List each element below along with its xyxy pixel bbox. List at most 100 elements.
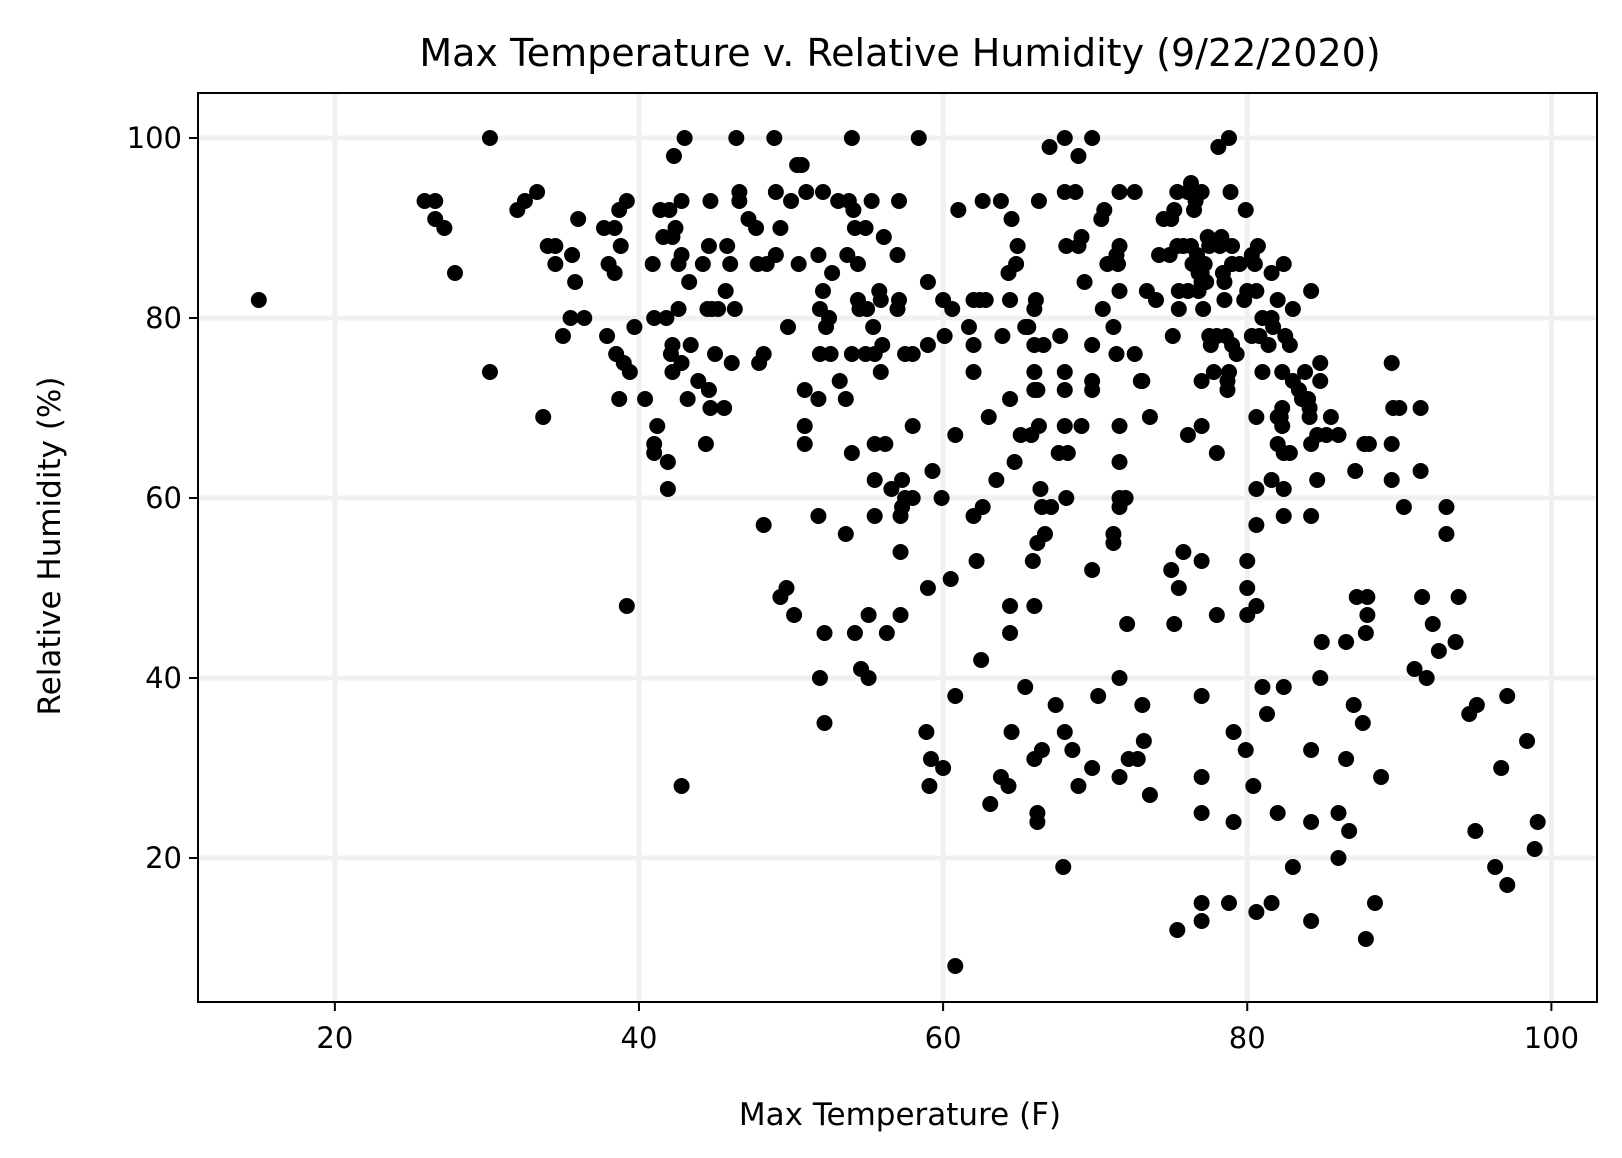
data-point bbox=[1373, 769, 1390, 785]
data-point bbox=[1418, 670, 1435, 686]
data-point bbox=[658, 310, 675, 326]
data-point bbox=[1412, 463, 1429, 479]
data-point bbox=[1237, 202, 1254, 218]
x-tick-label: 40 bbox=[621, 1021, 658, 1055]
data-point bbox=[860, 670, 877, 686]
data-point bbox=[1000, 778, 1017, 794]
data-point bbox=[1111, 418, 1128, 434]
data-point bbox=[1166, 616, 1183, 632]
data-point bbox=[883, 481, 900, 497]
data-point bbox=[1248, 904, 1265, 920]
data-point bbox=[755, 517, 772, 533]
data-point bbox=[786, 607, 803, 623]
data-point bbox=[1094, 301, 1111, 317]
data-point bbox=[1224, 238, 1241, 254]
data-point bbox=[606, 265, 623, 281]
data-point bbox=[1026, 598, 1043, 614]
data-point bbox=[1193, 688, 1210, 704]
data-point bbox=[1312, 670, 1329, 686]
x-tick-label: 20 bbox=[316, 1021, 353, 1055]
data-point bbox=[659, 454, 676, 470]
data-point bbox=[933, 490, 950, 506]
data-point bbox=[1231, 256, 1248, 272]
data-point bbox=[980, 409, 997, 425]
y-tick-label: 40 bbox=[145, 661, 182, 695]
data-point bbox=[1366, 895, 1383, 911]
data-point bbox=[731, 184, 748, 200]
data-point bbox=[796, 436, 813, 452]
data-point bbox=[1047, 697, 1064, 713]
data-point bbox=[1275, 508, 1292, 524]
data-point bbox=[1111, 769, 1128, 785]
data-point bbox=[894, 472, 911, 488]
data-point bbox=[1009, 238, 1026, 254]
data-point bbox=[1108, 346, 1125, 362]
data-point bbox=[863, 193, 880, 209]
data-point bbox=[866, 508, 883, 524]
data-point bbox=[570, 211, 587, 227]
data-point bbox=[1274, 400, 1291, 416]
data-point bbox=[1450, 589, 1467, 605]
data-point bbox=[1195, 301, 1212, 317]
data-point bbox=[1245, 778, 1262, 794]
data-point bbox=[618, 193, 635, 209]
data-point bbox=[1052, 328, 1069, 344]
data-point bbox=[821, 310, 838, 326]
data-point bbox=[1170, 301, 1187, 317]
data-point bbox=[1026, 364, 1043, 380]
data-point bbox=[1111, 283, 1128, 299]
data-point bbox=[910, 130, 927, 146]
data-point bbox=[250, 292, 267, 308]
data-point bbox=[1056, 724, 1073, 740]
data-point bbox=[1073, 418, 1090, 434]
data-point bbox=[1134, 373, 1151, 389]
data-point bbox=[968, 553, 985, 569]
data-point bbox=[1391, 400, 1408, 416]
data-point bbox=[1222, 184, 1239, 200]
data-point bbox=[529, 184, 546, 200]
data-point bbox=[1493, 760, 1510, 776]
data-point bbox=[1239, 580, 1256, 596]
data-point bbox=[1196, 256, 1213, 272]
y-axis-ticks: 20 40 60 80 100 bbox=[127, 121, 198, 875]
data-point bbox=[1239, 553, 1256, 569]
data-point bbox=[1169, 922, 1186, 938]
data-point bbox=[1129, 751, 1146, 767]
data-point bbox=[726, 301, 743, 317]
data-point bbox=[1438, 526, 1455, 542]
data-point bbox=[1002, 598, 1019, 614]
data-point bbox=[1354, 715, 1371, 731]
data-point bbox=[1208, 445, 1225, 461]
data-point bbox=[950, 202, 967, 218]
data-point bbox=[436, 220, 453, 236]
data-point bbox=[1303, 283, 1320, 299]
data-point bbox=[944, 301, 961, 317]
data-point bbox=[717, 283, 734, 299]
data-point bbox=[811, 670, 828, 686]
data-point bbox=[1084, 382, 1101, 398]
data-point bbox=[1360, 436, 1377, 452]
data-point bbox=[481, 364, 498, 380]
data-point bbox=[1073, 229, 1090, 245]
data-point bbox=[814, 184, 831, 200]
data-point bbox=[681, 274, 698, 290]
data-point bbox=[599, 328, 616, 344]
data-point bbox=[865, 319, 882, 335]
data-point bbox=[1322, 409, 1339, 425]
data-point bbox=[857, 220, 874, 236]
data-point bbox=[919, 580, 936, 596]
data-point bbox=[1221, 130, 1238, 146]
data-point bbox=[679, 391, 696, 407]
data-point bbox=[1274, 418, 1291, 434]
data-point bbox=[1330, 427, 1347, 443]
data-point bbox=[1175, 544, 1192, 560]
data-point bbox=[1318, 427, 1335, 443]
data-point bbox=[947, 427, 964, 443]
data-point bbox=[1269, 805, 1286, 821]
data-point bbox=[1275, 481, 1292, 497]
data-point bbox=[621, 364, 638, 380]
data-point bbox=[516, 193, 533, 209]
data-point bbox=[1338, 751, 1355, 767]
data-point bbox=[891, 292, 908, 308]
data-point bbox=[1084, 130, 1101, 146]
